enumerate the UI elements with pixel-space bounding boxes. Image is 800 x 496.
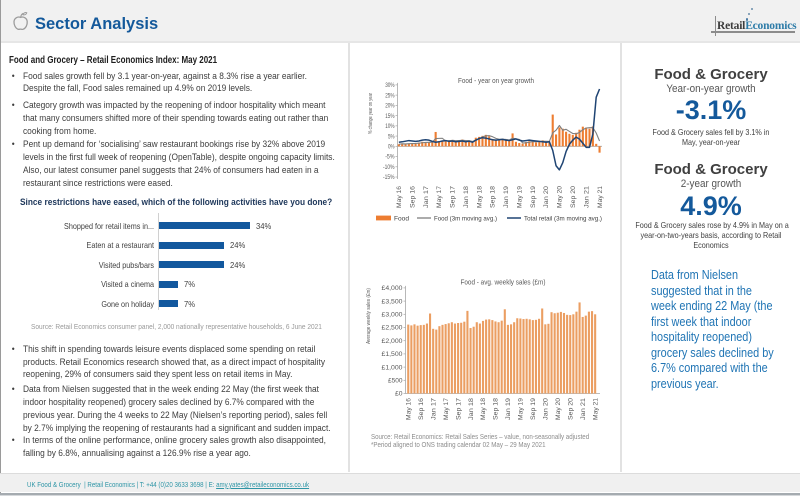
svg-text:£2,000: £2,000 [382,338,403,345]
svg-text:-5%: -5% [385,154,395,161]
svg-text:Food (3m moving avg.): Food (3m moving avg.) [434,215,497,222]
svg-text:May 19: May 19 [516,186,523,208]
svg-text:Sep 18: Sep 18 [490,186,497,208]
svg-text:May 21: May 21 [592,398,599,420]
svg-text:£1,500: £1,500 [382,351,403,358]
svg-text:10%: 10% [385,123,395,130]
svg-text:Sep 17: Sep 17 [455,398,462,420]
svg-text:May 18: May 18 [480,398,487,420]
svg-text:May 20: May 20 [555,398,562,420]
svg-text:May 21: May 21 [597,186,604,208]
svg-text:Sep 19: Sep 19 [530,186,537,208]
svg-text:May 18: May 18 [476,186,483,208]
svg-text:£3,000: £3,000 [382,312,403,319]
svg-text:-15%: -15% [383,174,395,181]
svg-text:£0: £0 [395,391,403,398]
svg-text:Sep 16: Sep 16 [418,398,425,420]
svg-text:Sep 17: Sep 17 [450,186,457,208]
svg-text:20%: 20% [385,103,395,110]
svg-text:Food: Food [394,215,409,222]
svg-text:Sep 18: Sep 18 [493,398,500,420]
svg-text:May 17: May 17 [443,398,450,420]
svg-text:£3,500: £3,500 [382,298,403,305]
svg-text:25%: 25% [385,92,395,99]
svg-text:Sep 16: Sep 16 [409,186,416,208]
svg-text:Food - avg. weekly sales (£m): Food - avg. weekly sales (£m) [461,278,546,287]
svg-text:Jan 19: Jan 19 [505,398,512,420]
svg-text:5%: 5% [388,133,395,140]
svg-text:£1,000: £1,000 [382,364,403,371]
svg-text:15%: 15% [385,113,395,120]
svg-text:Jan 18: Jan 18 [463,186,470,208]
svg-text:0%: 0% [388,144,395,151]
svg-text:£2,500: £2,500 [382,325,403,332]
svg-text:Average weekly sales (£m): Average weekly sales (£m) [366,288,372,344]
svg-text:30%: 30% [385,82,395,89]
svg-text:Sep 20: Sep 20 [570,186,577,208]
svg-text:May 17: May 17 [436,186,443,208]
svg-text:May 20: May 20 [557,186,564,208]
svg-text:Jan 17: Jan 17 [430,398,437,420]
svg-text:£4,000: £4,000 [382,285,403,292]
svg-text:Jan 21: Jan 21 [580,398,587,420]
svg-text:-10%: -10% [383,164,395,171]
svg-text:May 16: May 16 [396,186,403,208]
svg-text:Food - year on year growth: Food - year on year growth [458,76,534,85]
svg-text:Jan 18: Jan 18 [468,398,475,420]
svg-text:May 16: May 16 [405,398,412,420]
svg-text:£500: £500 [388,378,403,385]
svg-text:Jan 21: Jan 21 [583,186,590,208]
svg-text:Sep 19: Sep 19 [530,398,537,420]
svg-text:Total retail (3m moving avg.): Total retail (3m moving avg.) [524,215,602,222]
svg-text:Jan 19: Jan 19 [503,186,510,208]
svg-text:% change year on year: % change year on year [368,93,374,134]
svg-text:Jan 20: Jan 20 [543,186,550,208]
svg-text:Jan 20: Jan 20 [543,398,550,420]
svg-text:Sep 20: Sep 20 [567,398,574,420]
svg-text:Jan 17: Jan 17 [423,186,430,208]
svg-text:May 19: May 19 [518,398,525,420]
